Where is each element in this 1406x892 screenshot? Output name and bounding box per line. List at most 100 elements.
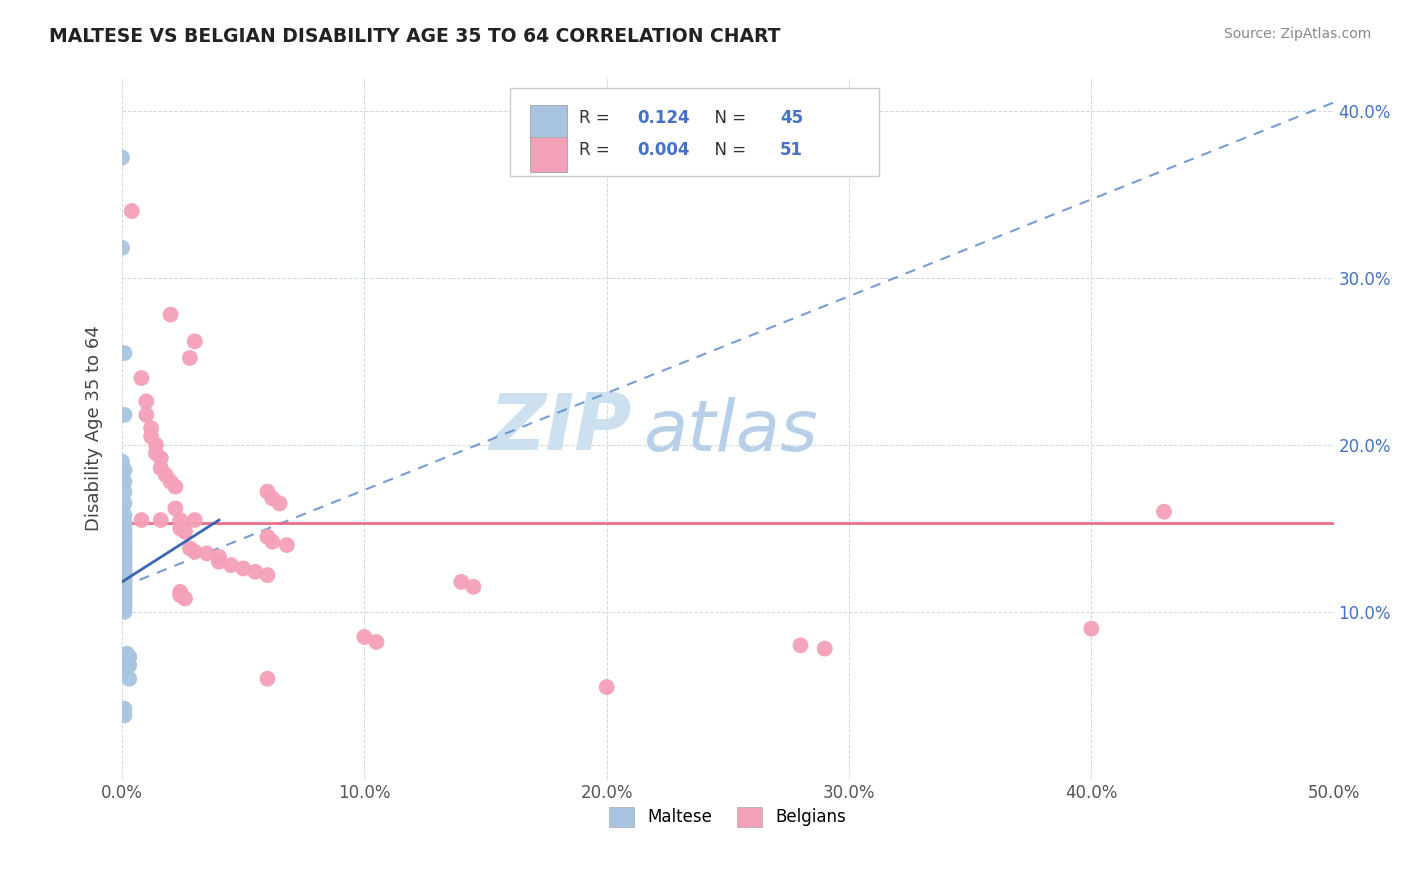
Point bbox=[114, 463, 136, 477]
Point bbox=[135, 394, 157, 409]
Text: ZIP: ZIP bbox=[489, 390, 631, 467]
Point bbox=[165, 480, 187, 494]
Point bbox=[114, 601, 136, 615]
Point bbox=[184, 334, 207, 349]
Point bbox=[114, 555, 136, 569]
Point bbox=[114, 484, 136, 499]
Text: R =: R = bbox=[579, 109, 614, 128]
Point bbox=[111, 151, 134, 165]
Point bbox=[114, 475, 136, 489]
Point bbox=[155, 467, 177, 482]
Point bbox=[232, 561, 254, 575]
Point bbox=[174, 524, 197, 539]
Point bbox=[118, 650, 141, 665]
Point bbox=[114, 605, 136, 619]
Point bbox=[139, 421, 162, 435]
Point bbox=[149, 451, 172, 466]
Point bbox=[450, 574, 472, 589]
Point bbox=[115, 647, 138, 661]
Point bbox=[114, 588, 136, 602]
Text: 51: 51 bbox=[780, 141, 803, 159]
Point bbox=[114, 561, 136, 575]
Point bbox=[149, 513, 172, 527]
Text: 45: 45 bbox=[780, 109, 803, 128]
Point bbox=[169, 513, 191, 527]
Point bbox=[174, 591, 197, 606]
Point bbox=[114, 591, 136, 606]
Point bbox=[256, 568, 278, 582]
Point bbox=[114, 708, 136, 723]
Point bbox=[114, 541, 136, 556]
Point bbox=[139, 429, 162, 443]
Text: R =: R = bbox=[579, 141, 614, 159]
Point bbox=[165, 501, 187, 516]
Point bbox=[114, 521, 136, 535]
Point bbox=[169, 588, 191, 602]
Legend: Maltese, Belgians: Maltese, Belgians bbox=[603, 800, 853, 834]
Point bbox=[195, 546, 218, 560]
Point bbox=[114, 568, 136, 582]
Point bbox=[114, 702, 136, 716]
Text: N =: N = bbox=[703, 109, 751, 128]
Point bbox=[114, 508, 136, 522]
Point bbox=[114, 664, 136, 678]
Point bbox=[114, 585, 136, 599]
Point bbox=[256, 530, 278, 544]
Point bbox=[114, 533, 136, 547]
Point bbox=[114, 565, 136, 579]
Text: atlas: atlas bbox=[643, 397, 818, 467]
Point bbox=[789, 638, 811, 652]
Point bbox=[114, 582, 136, 596]
Point bbox=[262, 534, 284, 549]
Point bbox=[114, 515, 136, 529]
Point bbox=[256, 672, 278, 686]
Text: 0.124: 0.124 bbox=[637, 109, 689, 128]
Point bbox=[114, 558, 136, 573]
Point bbox=[353, 630, 375, 644]
Point bbox=[131, 513, 153, 527]
Point bbox=[208, 549, 231, 564]
Point bbox=[114, 496, 136, 510]
Point bbox=[159, 308, 181, 322]
Point bbox=[179, 541, 201, 556]
Point bbox=[1080, 622, 1102, 636]
Point bbox=[118, 658, 141, 673]
Point bbox=[256, 484, 278, 499]
FancyBboxPatch shape bbox=[510, 88, 879, 176]
Point bbox=[169, 521, 191, 535]
Text: N =: N = bbox=[703, 141, 751, 159]
Point bbox=[595, 680, 617, 694]
Point bbox=[115, 658, 138, 673]
Point bbox=[262, 491, 284, 506]
Point bbox=[814, 641, 837, 656]
Point bbox=[269, 496, 291, 510]
Point bbox=[118, 672, 141, 686]
Point bbox=[114, 595, 136, 609]
Point bbox=[463, 580, 485, 594]
Point bbox=[179, 351, 201, 365]
Point bbox=[114, 578, 136, 592]
Point bbox=[145, 446, 167, 460]
Text: Source: ZipAtlas.com: Source: ZipAtlas.com bbox=[1223, 27, 1371, 41]
Point bbox=[111, 241, 134, 255]
Point bbox=[145, 438, 167, 452]
Point bbox=[114, 524, 136, 539]
Point bbox=[184, 513, 207, 527]
Point bbox=[208, 555, 231, 569]
Point bbox=[114, 574, 136, 589]
Point bbox=[276, 538, 298, 552]
Point bbox=[219, 558, 242, 573]
Point bbox=[121, 204, 143, 219]
Point bbox=[135, 408, 157, 422]
Point bbox=[114, 346, 136, 360]
FancyBboxPatch shape bbox=[530, 137, 567, 172]
Point bbox=[149, 461, 172, 475]
Text: 0.004: 0.004 bbox=[637, 141, 689, 159]
Point bbox=[184, 545, 207, 559]
Point bbox=[114, 538, 136, 552]
FancyBboxPatch shape bbox=[530, 105, 567, 141]
Point bbox=[114, 530, 136, 544]
Point bbox=[131, 371, 153, 385]
Point bbox=[114, 572, 136, 586]
Point bbox=[1153, 505, 1175, 519]
